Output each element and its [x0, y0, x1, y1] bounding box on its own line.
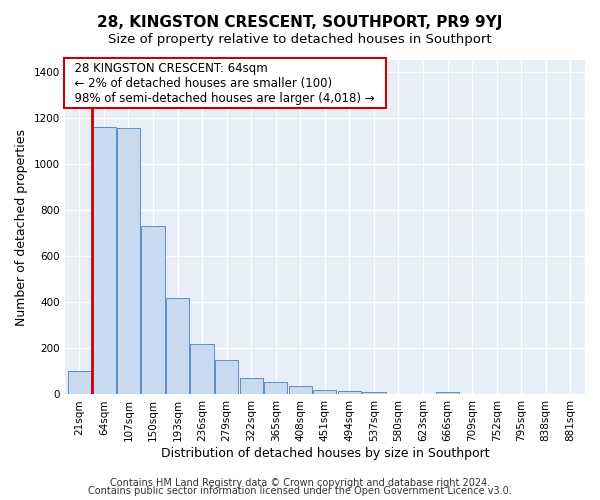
- Bar: [338, 391, 361, 394]
- Bar: [264, 382, 287, 394]
- Text: Contains public sector information licensed under the Open Government Licence v3: Contains public sector information licen…: [88, 486, 512, 496]
- Text: 28 KINGSTON CRESCENT: 64sqm
  ← 2% of detached houses are smaller (100)
  98% of: 28 KINGSTON CRESCENT: 64sqm ← 2% of deta…: [67, 62, 382, 104]
- Bar: [215, 360, 238, 394]
- Y-axis label: Number of detached properties: Number of detached properties: [15, 128, 28, 326]
- Bar: [68, 372, 91, 394]
- Bar: [362, 392, 386, 394]
- Bar: [166, 298, 189, 394]
- Bar: [289, 386, 312, 394]
- Bar: [117, 128, 140, 394]
- Bar: [436, 392, 459, 394]
- Bar: [239, 378, 263, 394]
- Text: Size of property relative to detached houses in Southport: Size of property relative to detached ho…: [108, 32, 492, 46]
- Bar: [313, 390, 337, 394]
- Text: Contains HM Land Registry data © Crown copyright and database right 2024.: Contains HM Land Registry data © Crown c…: [110, 478, 490, 488]
- Bar: [190, 344, 214, 394]
- Bar: [142, 226, 164, 394]
- X-axis label: Distribution of detached houses by size in Southport: Distribution of detached houses by size …: [161, 447, 489, 460]
- Text: 28, KINGSTON CRESCENT, SOUTHPORT, PR9 9YJ: 28, KINGSTON CRESCENT, SOUTHPORT, PR9 9Y…: [97, 15, 503, 30]
- Bar: [92, 127, 116, 394]
